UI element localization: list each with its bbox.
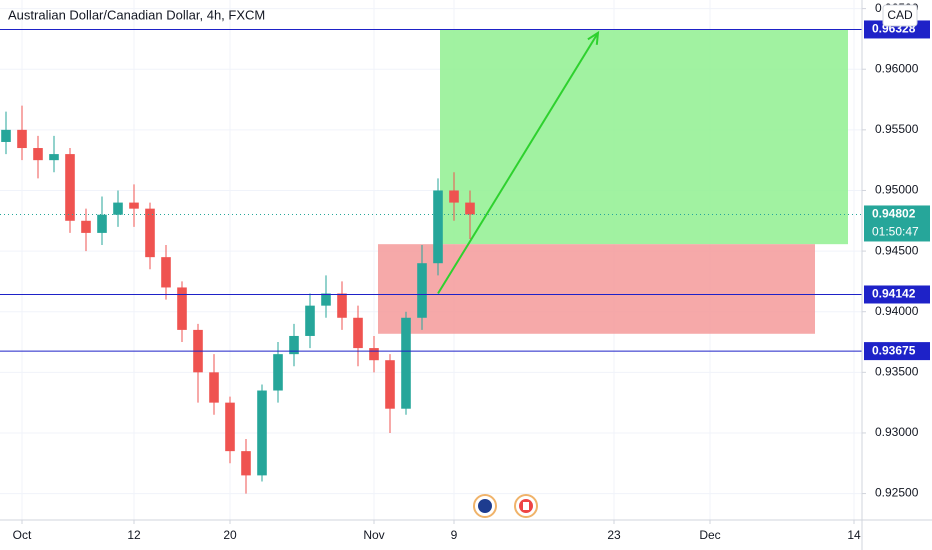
candle-body: [1, 129, 11, 142]
candle-body: [49, 154, 59, 161]
x-tick-label: 23: [607, 528, 621, 542]
candle-body: [321, 293, 331, 306]
x-tick-label: 12: [127, 528, 141, 542]
y-tick-label: 0.94000: [875, 304, 919, 318]
candle-body: [449, 190, 459, 203]
candle-body: [225, 402, 235, 452]
candles: [1, 105, 475, 494]
x-tick-label: 20: [223, 528, 237, 542]
currency-box[interactable]: [882, 4, 918, 27]
candle-body: [417, 263, 427, 318]
level-label: 0.94142: [872, 287, 916, 301]
y-tick-label: 0.95000: [875, 183, 919, 197]
y-tick-label: 0.95500: [875, 122, 919, 136]
candle-body: [353, 317, 363, 349]
flag-au: [478, 499, 492, 513]
candle-body: [33, 148, 43, 161]
candle-body: [81, 220, 91, 233]
candle-body: [17, 129, 27, 149]
y-tick-label: 0.93000: [875, 425, 919, 439]
candle-body: [465, 202, 475, 215]
x-tick-label: 9: [451, 528, 458, 542]
candle-body: [129, 202, 139, 209]
candle-body: [257, 390, 267, 476]
loss-zone: [378, 244, 815, 334]
last-price-box: [864, 205, 930, 242]
candle-body: [65, 154, 75, 221]
candle-body: [145, 208, 155, 258]
x-tick-label: 14: [847, 528, 861, 542]
y-tick-label: 0.93500: [875, 365, 919, 379]
flag-ca-center: [523, 502, 529, 510]
currency[interactable]: CAD: [887, 8, 913, 22]
candle-body: [401, 317, 411, 409]
y-tick-label: 0.94500: [875, 243, 919, 257]
candle-body: [433, 190, 443, 264]
overlay: [0, 28, 862, 352]
candle-body: [273, 354, 283, 391]
candle-body: [209, 372, 219, 403]
arrow-head: [587, 30, 600, 45]
zones: [378, 29, 848, 334]
x-tick-label: Dec: [699, 528, 720, 542]
candle-body: [385, 360, 395, 409]
level-label: 0.93675: [872, 343, 916, 357]
y-tick-label: 0.92500: [875, 486, 919, 500]
level-label-box: [864, 285, 930, 304]
candle-body: [369, 348, 379, 361]
event-icons: [473, 494, 538, 518]
arrow: [437, 32, 599, 295]
candle-body: [113, 202, 123, 215]
axes: 0.92500 0.93000 0.93500 0.94000 0.94500 0.950…: [13, 1, 930, 542]
candle-body: [305, 305, 315, 336]
candle-body: [337, 293, 347, 318]
x-tick-label: Oct: [13, 528, 32, 542]
candle-body: [97, 214, 107, 233]
countdown: 01:50:47: [872, 225, 919, 239]
candle-body: [161, 257, 171, 288]
level-label-box: [864, 342, 930, 361]
profit-zone: [440, 29, 848, 245]
candle-body: [241, 451, 251, 476]
x-tick-label: Nov: [363, 528, 384, 542]
candle-body: [289, 335, 299, 355]
last-price-label: 0.94802: [872, 207, 916, 221]
chart-title: Australian Dollar/Canadian Dollar, 4h, F…: [8, 7, 265, 22]
candle-body: [177, 287, 187, 330]
y-tick-label: 0.96000: [875, 61, 919, 75]
